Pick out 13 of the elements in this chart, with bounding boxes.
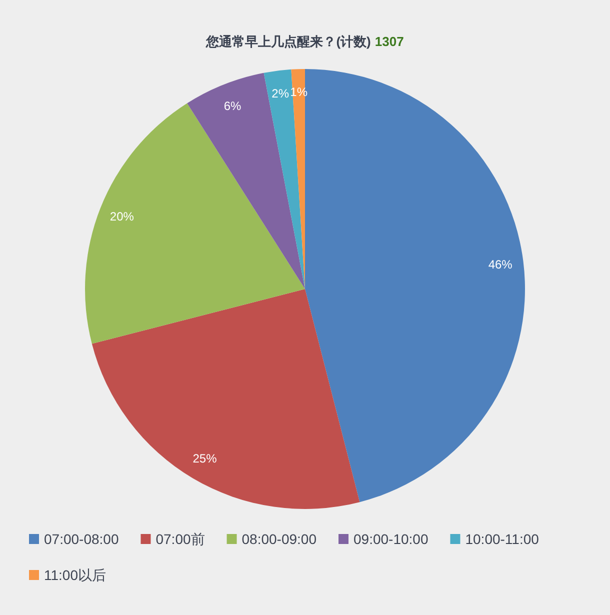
legend-label: 08:00-09:00	[242, 531, 317, 547]
legend-label: 09:00-10:00	[353, 531, 428, 547]
legend-label: 07:00前	[156, 531, 205, 547]
legend-label: 07:00-08:00	[44, 531, 119, 547]
text: 1307	[374, 34, 404, 49]
legend-label: 10:00-11:00	[465, 531, 540, 547]
legend-label: 11:00以后	[44, 567, 106, 583]
data-label: 6%	[224, 98, 242, 113]
data-label: 46%	[488, 257, 513, 272]
data-label: 20%	[110, 210, 134, 224]
data-label: 2%	[272, 86, 290, 101]
data-label: 25%	[192, 451, 218, 466]
chart-title: 您通常早上几点醒来？(计数)	[206, 34, 371, 49]
